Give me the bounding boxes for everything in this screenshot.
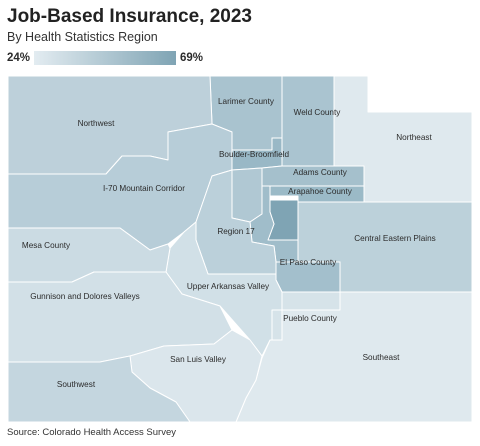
- region-label: Gunnison and Dolores Valleys: [30, 292, 140, 301]
- region-label: El Paso County: [280, 258, 337, 267]
- region-label: Southeast: [363, 353, 401, 362]
- region-label: Boulder-Broomfield: [219, 150, 290, 159]
- region-southwest[interactable]: [7, 355, 191, 423]
- region-label: Larimer County: [218, 97, 275, 106]
- region-pueblo-county[interactable]: [271, 291, 341, 341]
- map-subtitle: By Health Statistics Region: [7, 30, 158, 44]
- region-label: Central Eastern Plains: [354, 234, 435, 243]
- legend-max-label: 69%: [180, 52, 204, 64]
- region-jefferson[interactable]: [231, 167, 263, 223]
- region-label: San Luis Valley: [170, 355, 227, 364]
- region-label: Upper Arkansas Valley: [187, 282, 270, 291]
- region-label: Region 17: [217, 227, 255, 236]
- source-note: Source: Colorado Health Access Survey: [7, 427, 176, 438]
- region-label: Pueblo County: [283, 314, 338, 323]
- region-label: Weld County: [294, 108, 342, 117]
- region-label: Northwest: [78, 119, 116, 128]
- map-title: Job-Based Insurance, 2023: [7, 6, 252, 27]
- region-label: Mesa County: [22, 241, 71, 250]
- legend-min-label: 24%: [7, 52, 31, 64]
- region-label: Northeast: [396, 133, 432, 142]
- region-label: I-70 Mountain Corridor: [103, 184, 185, 193]
- region-weld-county[interactable]: [281, 75, 335, 167]
- region-label: Adams County: [293, 168, 348, 177]
- region-label: Arapahoe County: [288, 187, 353, 196]
- region-label: Southwest: [57, 380, 96, 389]
- legend-gradient-bar: [34, 51, 176, 65]
